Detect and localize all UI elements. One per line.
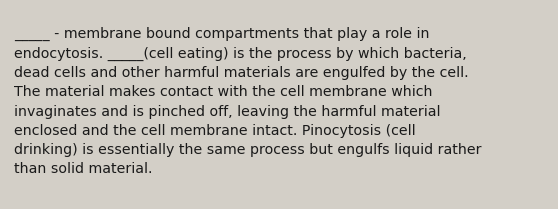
Text: _____ - membrane bound compartments that play a role in
endocytosis. _____(cell : _____ - membrane bound compartments that…: [14, 27, 482, 176]
